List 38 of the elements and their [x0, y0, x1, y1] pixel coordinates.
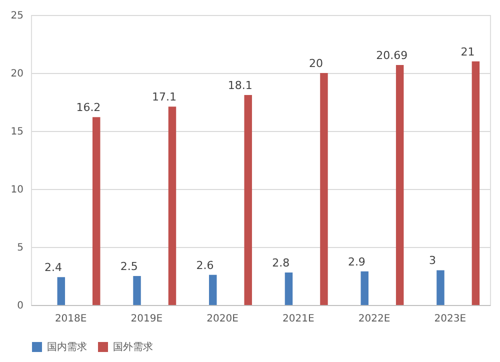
y-tick-label: 5 — [17, 242, 24, 254]
data-label: 2.6 — [196, 258, 214, 272]
bar — [320, 73, 328, 305]
legend-label: 国外需求 — [113, 341, 153, 353]
data-label: 2.8 — [272, 256, 290, 270]
data-label: 2.9 — [348, 255, 366, 268]
bar — [133, 276, 141, 305]
data-label: 2.4 — [44, 261, 62, 274]
bar — [472, 61, 480, 305]
bar — [244, 95, 252, 305]
bar — [360, 271, 368, 305]
data-label: 16.2 — [76, 101, 101, 114]
data-label: 17.1 — [152, 90, 177, 104]
data-label: 21 — [460, 45, 475, 58]
bar — [209, 274, 217, 305]
x-tick-label: 2021E — [282, 314, 314, 324]
y-tick-label: 20 — [10, 68, 24, 80]
x-tick-label: 2022E — [358, 314, 390, 324]
x-tick-label: 2023E — [434, 314, 466, 324]
data-label: 20.69 — [376, 48, 408, 62]
bar — [396, 64, 404, 305]
bar — [57, 277, 66, 305]
y-tick-label: 0 — [17, 300, 24, 312]
data-label: 18.1 — [228, 79, 252, 92]
y-tick-label: 25 — [10, 10, 24, 22]
data-label: 2.5 — [120, 260, 138, 273]
data-label: 3 — [429, 254, 436, 268]
x-tick-label: 2020E — [206, 314, 238, 324]
y-tick-label: 15 — [10, 126, 24, 138]
y-tick-label: 10 — [10, 184, 24, 196]
bar — [284, 272, 293, 305]
x-tick-label: 2018E — [54, 314, 87, 324]
bar — [92, 117, 100, 305]
data-label: 20 — [309, 57, 324, 70]
bar — [436, 270, 444, 305]
x-tick-label: 2019E — [130, 314, 163, 324]
legend-label: 国内需求 — [47, 341, 87, 353]
bar — [168, 106, 176, 305]
